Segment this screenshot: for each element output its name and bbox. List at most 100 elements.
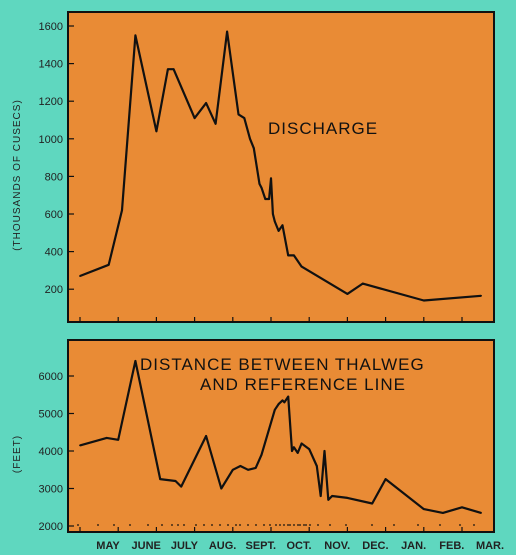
discharge-data-point	[273, 220, 276, 223]
distance-data-point	[327, 498, 330, 501]
discharge-y-tick-label: 1400	[39, 59, 63, 71]
discharge-data-point	[281, 224, 284, 227]
distance-data-point	[291, 450, 293, 452]
discharge-y-tick-label: 400	[45, 247, 63, 259]
month-label: JAN.	[401, 540, 426, 552]
distance-y-tick-label: 3000	[39, 484, 63, 496]
baseline-dot	[345, 524, 347, 526]
discharge-data-point	[277, 230, 280, 232]
distance-data-point	[180, 485, 183, 488]
discharge-y-tick-label: 1200	[39, 96, 63, 108]
distance-data-point	[296, 451, 299, 454]
distance-data-point	[480, 511, 482, 514]
discharge-data-point	[243, 117, 246, 120]
baseline-dot	[303, 524, 305, 526]
baseline-dot	[275, 524, 277, 526]
month-label: MAY	[96, 540, 120, 552]
month-label: MAR.	[476, 540, 504, 552]
discharge-data-point	[193, 117, 196, 120]
distance-data-point	[281, 399, 284, 402]
baseline-dot	[235, 524, 237, 526]
distance-data-point	[461, 506, 463, 509]
discharge-data-point	[172, 68, 175, 71]
baseline-dot	[283, 524, 285, 526]
discharge-data-point	[272, 213, 274, 215]
discharge-data-point	[270, 177, 272, 180]
discharge-data-point	[237, 113, 240, 116]
distance-x-ticks	[79, 527, 463, 532]
distance-data-point	[174, 480, 177, 482]
discharge-data-point	[214, 122, 217, 125]
distance-y-tick-label: 2000	[39, 521, 63, 533]
baseline-dot	[177, 524, 179, 526]
distance-data-point	[323, 450, 326, 452]
distance-data-point	[260, 453, 263, 456]
baseline-dot	[309, 524, 311, 526]
discharge-data-point	[258, 183, 261, 185]
distance-data-point	[442, 511, 444, 514]
baseline-dot	[239, 524, 241, 526]
discharge-data-point	[422, 299, 425, 302]
distance-data-point	[134, 360, 137, 362]
baseline-dot	[211, 524, 213, 526]
distance-data-point	[319, 495, 322, 497]
baseline-dot	[129, 524, 131, 526]
discharge-data-point	[134, 34, 137, 37]
discharge-data-point	[264, 198, 267, 200]
baseline-dot	[439, 524, 441, 526]
discharge-data-point	[287, 254, 290, 257]
baseline-dot	[305, 524, 307, 526]
distance-data-point	[79, 444, 81, 447]
discharge-y-tick-label: 600	[45, 209, 63, 221]
distance-data-point	[205, 435, 207, 437]
baseline-dot	[317, 524, 319, 526]
month-labels: MAY JUNE JULY AUG. SEPT. OCT. NOV. DEC. JAN. FEB.…	[96, 540, 504, 552]
baseline-dot	[97, 524, 99, 526]
distance-data-point	[247, 468, 249, 471]
distance-data-point	[422, 508, 425, 511]
distance-y-tick-label: 6000	[39, 371, 63, 383]
distance-data-point	[159, 478, 162, 481]
distance-data-point	[331, 495, 334, 497]
distance-data-point	[315, 465, 318, 467]
baseline-dot	[473, 524, 475, 526]
discharge-y-axis-label: (THOUSANDS OF CUSECS)	[12, 99, 23, 251]
discharge-data-point	[268, 198, 270, 200]
discharge-y-tick-label: 800	[45, 171, 63, 183]
distance-y-ticks: 2000 3000 4000 5000 6000	[39, 371, 74, 533]
distance-data-point	[283, 401, 286, 404]
baseline-dot	[263, 524, 265, 526]
distance-data-point	[300, 442, 303, 445]
discharge-data-point	[260, 186, 263, 189]
distance-data-point	[254, 466, 257, 469]
discharge-data-point	[293, 254, 295, 257]
distance-data-point	[239, 465, 242, 467]
baseline-dot	[195, 524, 197, 526]
discharge-plot-area	[67, 11, 495, 323]
distance-data-point	[277, 403, 280, 406]
month-label: JUNE	[132, 540, 161, 552]
distance-chart: 2000 3000 4000 5000 6000 (FEET) DISTANCE BET…	[12, 339, 495, 533]
distance-baseline-dots	[77, 524, 475, 526]
month-label: OCT.	[286, 540, 311, 552]
month-label: JULY	[171, 540, 199, 552]
discharge-data-point	[166, 68, 169, 71]
distance-annotation-line-1: DISTANCE BETWEEN THALWEG	[140, 355, 425, 374]
distance-data-point	[220, 487, 223, 490]
discharge-data-point	[300, 265, 303, 268]
baseline-dot	[289, 524, 291, 526]
month-label: AUG.	[209, 540, 237, 552]
baseline-dot	[147, 524, 149, 526]
baseline-dot	[297, 524, 299, 526]
distance-data-point	[273, 408, 276, 411]
distance-data-point	[308, 448, 311, 451]
distance-data-point	[384, 478, 387, 481]
baseline-dot	[161, 524, 163, 526]
distance-data-point	[105, 436, 108, 439]
distance-annotation-line-2: AND REFERENCE LINE	[200, 375, 406, 394]
baseline-dot	[255, 524, 257, 526]
distance-data-point	[371, 502, 374, 505]
discharge-data-point	[205, 102, 207, 104]
distance-y-tick-label: 4000	[39, 446, 63, 458]
